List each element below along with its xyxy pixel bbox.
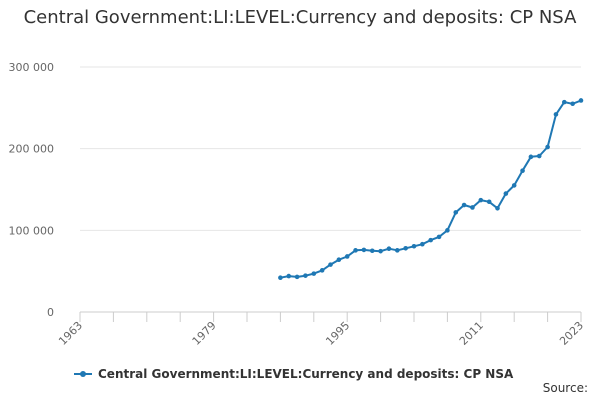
data-point[interactable] (420, 241, 425, 247)
data-point[interactable] (562, 99, 567, 105)
data-point[interactable] (319, 268, 325, 273)
series-layer (278, 98, 584, 281)
data-point[interactable] (511, 183, 517, 188)
data-point[interactable] (344, 254, 350, 259)
x-tick-label: 2011 (457, 319, 486, 348)
data-point[interactable] (369, 248, 375, 254)
x-tick-label: 1963 (56, 319, 85, 348)
data-point[interactable] (445, 228, 450, 233)
data-point[interactable] (328, 262, 333, 267)
data-point[interactable] (453, 210, 459, 215)
x-tick-label: 2023 (557, 319, 586, 348)
data-point[interactable] (545, 144, 550, 150)
data-point[interactable] (503, 191, 509, 196)
series-line (280, 99, 582, 279)
source-label: Source: (542, 381, 588, 395)
data-point[interactable] (578, 98, 584, 103)
data-point[interactable] (411, 243, 417, 249)
x-tick-label: 1995 (323, 319, 352, 348)
data-point[interactable] (403, 246, 408, 251)
data-point[interactable] (436, 234, 442, 240)
x-tick-label: 1979 (190, 319, 219, 348)
legend-dot (80, 371, 86, 377)
data-point[interactable] (353, 248, 358, 253)
data-point[interactable] (336, 257, 342, 263)
data-point[interactable] (461, 202, 467, 208)
legend[interactable]: Central Government:LI:LEVEL:Currency and… (74, 364, 513, 384)
data-point[interactable] (470, 205, 475, 210)
data-point[interactable] (553, 112, 559, 117)
y-tick-label: 300 000 (9, 61, 55, 74)
data-point[interactable] (303, 273, 308, 278)
data-point[interactable] (428, 237, 434, 243)
data-point[interactable] (478, 197, 484, 203)
chart-title: Central Government:LI:LEVEL:Currency and… (23, 7, 577, 28)
legend-label: Central Government:LI:LEVEL:Currency and… (98, 367, 514, 381)
grid-layer (80, 66, 581, 231)
data-point[interactable] (294, 274, 300, 280)
y-tick-label: 100 000 (9, 224, 55, 237)
data-point[interactable] (286, 273, 292, 279)
y-tick-label: 0 (47, 306, 54, 319)
data-point[interactable] (536, 153, 542, 159)
data-point[interactable] (361, 247, 367, 253)
data-point[interactable] (528, 154, 534, 160)
data-point[interactable] (495, 205, 500, 211)
data-point[interactable] (386, 246, 392, 252)
y-tick-label: 200 000 (9, 143, 55, 156)
data-point[interactable] (378, 248, 383, 254)
legend-marker-icon (74, 368, 92, 380)
data-point[interactable] (395, 248, 400, 253)
data-point[interactable] (570, 101, 575, 107)
data-point[interactable] (486, 199, 492, 205)
data-point[interactable] (278, 275, 283, 281)
data-point[interactable] (311, 271, 317, 276)
data-point[interactable] (520, 168, 525, 174)
